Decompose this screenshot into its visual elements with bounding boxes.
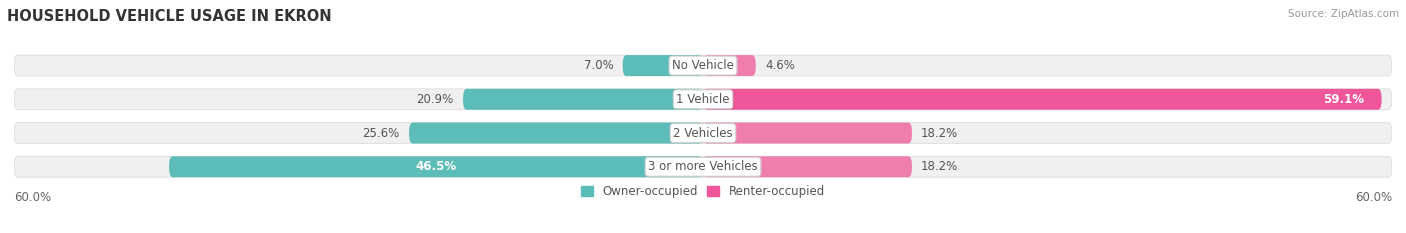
FancyBboxPatch shape <box>14 123 1392 144</box>
Text: 4.6%: 4.6% <box>765 59 794 72</box>
Text: 25.6%: 25.6% <box>363 127 399 140</box>
Text: 59.1%: 59.1% <box>1323 93 1364 106</box>
FancyBboxPatch shape <box>14 55 1392 76</box>
Text: HOUSEHOLD VEHICLE USAGE IN EKRON: HOUSEHOLD VEHICLE USAGE IN EKRON <box>7 9 332 24</box>
Text: 46.5%: 46.5% <box>416 160 457 173</box>
Text: 60.0%: 60.0% <box>14 191 51 204</box>
Text: 1 Vehicle: 1 Vehicle <box>676 93 730 106</box>
FancyBboxPatch shape <box>703 55 756 76</box>
FancyBboxPatch shape <box>623 55 703 76</box>
Text: 2 Vehicles: 2 Vehicles <box>673 127 733 140</box>
Text: 20.9%: 20.9% <box>416 93 454 106</box>
FancyBboxPatch shape <box>703 89 1382 110</box>
FancyBboxPatch shape <box>409 123 703 144</box>
Text: No Vehicle: No Vehicle <box>672 59 734 72</box>
Text: Source: ZipAtlas.com: Source: ZipAtlas.com <box>1288 9 1399 19</box>
FancyBboxPatch shape <box>14 156 1392 177</box>
FancyBboxPatch shape <box>703 156 912 177</box>
FancyBboxPatch shape <box>14 89 1392 110</box>
FancyBboxPatch shape <box>463 89 703 110</box>
FancyBboxPatch shape <box>703 123 912 144</box>
Text: 60.0%: 60.0% <box>1355 191 1392 204</box>
Text: 7.0%: 7.0% <box>583 59 613 72</box>
Text: 18.2%: 18.2% <box>921 127 959 140</box>
FancyBboxPatch shape <box>169 156 703 177</box>
Text: 3 or more Vehicles: 3 or more Vehicles <box>648 160 758 173</box>
Legend: Owner-occupied, Renter-occupied: Owner-occupied, Renter-occupied <box>576 181 830 203</box>
Text: 18.2%: 18.2% <box>921 160 959 173</box>
